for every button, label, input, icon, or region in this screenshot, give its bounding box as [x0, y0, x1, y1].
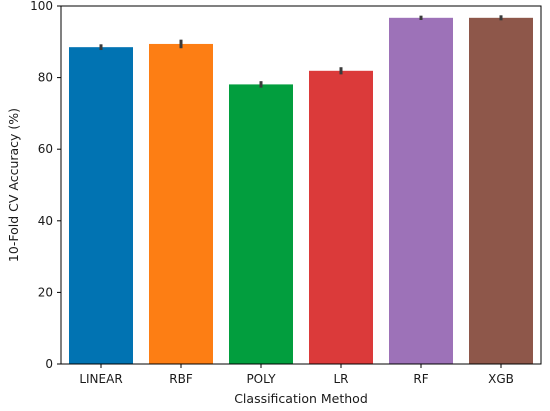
y-tick-label: 0 [45, 357, 53, 371]
x-tick-label: LR [333, 372, 348, 386]
y-tick-label: 60 [38, 142, 53, 156]
y-tick-label: 80 [38, 71, 53, 85]
bar-lr [309, 70, 373, 364]
bar-linear [69, 47, 133, 365]
plot-frame [60, 5, 542, 365]
x-tick-label: RBF [169, 372, 193, 386]
y-axis-label: 10-Fold CV Accuracy (%) [6, 108, 21, 262]
y-tick-label: 100 [30, 0, 53, 13]
bar-xgb [469, 17, 533, 365]
error-bars-group [99, 15, 503, 88]
x-tick-label: LINEAR [79, 372, 122, 386]
y-tick-label: 40 [38, 214, 53, 228]
x-tick-label: RF [413, 372, 428, 386]
bars-group [69, 17, 533, 365]
x-axis-ticks: LINEAR RBF POLY LR RF XGB [79, 364, 514, 386]
x-tick-label: POLY [246, 372, 276, 386]
y-axis-ticks: 0 20 40 60 80 100 [30, 0, 61, 371]
x-axis-label: Classification Method [234, 391, 368, 406]
y-tick-label: 20 [38, 285, 53, 299]
x-tick-label: XGB [488, 372, 514, 386]
bar-poly [229, 84, 293, 364]
bar-rf [389, 17, 453, 365]
bar-rbf [149, 43, 213, 364]
